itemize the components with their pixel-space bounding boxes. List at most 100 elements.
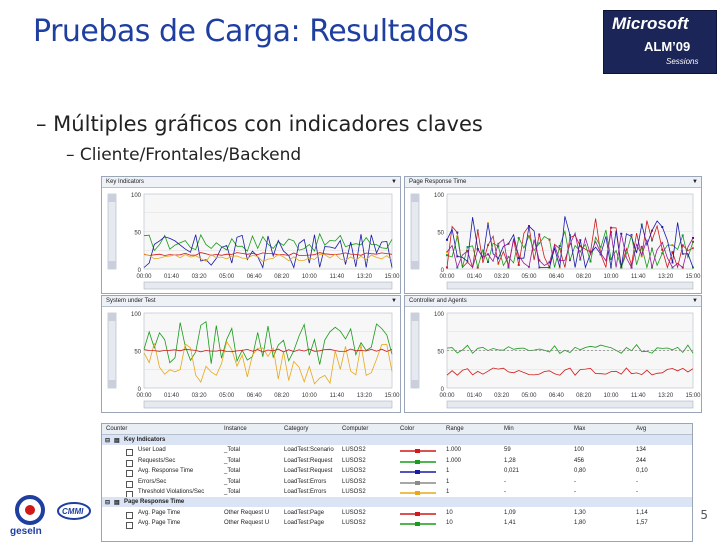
panel-title: System under Test: [106, 298, 156, 304]
zoom-handle-top[interactable]: [411, 194, 419, 202]
x-tick-label: 11:40: [330, 274, 345, 280]
table-row[interactable]: Avg. Page Time Other Request U LoadTest:Pa…: [102, 518, 692, 530]
cmmi-logo: CMMI: [57, 502, 91, 520]
vertical-zoom-bar[interactable]: [107, 312, 117, 389]
grid-header: Counter Instance Category Computer Color…: [102, 424, 692, 435]
collapse-icon[interactable]: ⊟: [105, 438, 111, 444]
row-checkbox[interactable]: [126, 470, 133, 478]
data-point: [692, 240, 694, 243]
cell-range: 1: [446, 489, 450, 495]
cell-min: -: [504, 489, 506, 495]
vertical-zoom-bar[interactable]: [107, 193, 117, 270]
y-tick-label: 0: [138, 387, 142, 393]
cell-instance: _Total: [224, 447, 241, 454]
col-max[interactable]: Max: [574, 426, 586, 432]
y-tick-label: 50: [437, 350, 444, 356]
row-checkbox[interactable]: [126, 449, 133, 457]
row-checkbox[interactable]: [126, 459, 133, 467]
vertical-zoom-bar[interactable]: [410, 312, 420, 389]
cmmi-logo-text: CMMI: [62, 507, 84, 516]
table-row[interactable]: Threshold Violations/Sec _Total LoadTest:E…: [102, 487, 692, 498]
table-row[interactable]: Requests/Sec _Total LoadTest:Request LUSOS2…: [102, 456, 692, 467]
panel-header[interactable]: Key Indicators ▼: [102, 177, 400, 188]
panel-header[interactable]: Controller and Agents ▼: [405, 296, 701, 307]
cell-avg: 1,57: [636, 520, 648, 527]
cell-instance: _Total: [224, 489, 241, 495]
grid-group-row[interactable]: ⊟ ▤ Page Response Time: [102, 497, 692, 508]
table-row[interactable]: Avg. Response Time _Total LoadTest:Request…: [102, 466, 692, 478]
panel-header[interactable]: System under Test ▼: [102, 296, 400, 307]
x-tick-label: 11:40: [631, 393, 646, 399]
zoom-handle-bottom[interactable]: [411, 380, 419, 388]
col-color[interactable]: Color: [400, 426, 415, 432]
data-point: [692, 247, 694, 250]
gesein-logo: geseIn: [10, 495, 45, 537]
zoom-handle-bottom[interactable]: [108, 380, 116, 388]
chart-panel-page-response-time: Page Response Time ▼ 100 50 0 00:00 01:40 03:2…: [404, 176, 702, 294]
cell-instance: _Total: [224, 478, 241, 485]
cell-min: 1,28: [504, 457, 516, 464]
dropdown-arrow-icon[interactable]: ▼: [692, 179, 698, 185]
cell-max: 456: [574, 457, 585, 464]
cell-max: 100: [574, 447, 585, 454]
x-tick-label: 01:40: [164, 274, 180, 280]
cell-max: -: [574, 489, 576, 495]
x-tick-label: 13:20: [357, 274, 373, 280]
col-min[interactable]: Min: [504, 426, 514, 432]
y-tick-label: 100: [131, 193, 142, 199]
horizontal-scrollbar[interactable]: [143, 400, 393, 409]
cell-min: 59: [504, 447, 511, 454]
row-checkbox[interactable]: [126, 480, 133, 488]
x-tick-label: 00:00: [136, 393, 152, 399]
cell-category: LoadTest:Scenario: [284, 447, 334, 454]
chart-page-response-time: 100 50 000:00 01:40 03:20 05:00 06:40 08:20 10:0…: [410, 193, 701, 290]
cell-avg: 0,10: [636, 468, 648, 475]
x-tick-label: 06:40: [247, 274, 263, 280]
x-tick-label: 06:40: [549, 393, 565, 399]
table-row[interactable]: Avg. Page Time Other Request U LoadTest:Pa…: [102, 508, 692, 519]
horizontal-scrollbar[interactable]: [446, 281, 694, 290]
y-tick-label: 0: [441, 387, 445, 393]
dropdown-arrow-icon[interactable]: ▼: [692, 298, 698, 304]
cell-range: 1: [446, 478, 450, 485]
zoom-handle-top[interactable]: [411, 313, 419, 321]
zoom-handle-bottom[interactable]: [108, 261, 116, 269]
group-label: Key Indicators: [124, 437, 166, 443]
zoom-handle-bottom[interactable]: [411, 261, 419, 269]
col-avg[interactable]: Avg: [636, 426, 647, 432]
col-range[interactable]: Range: [446, 426, 464, 432]
chart-panel-key-indicators: Key Indicators ▼ 100 50 0 00:00 01:40 03:20 05:…: [101, 176, 401, 294]
panel-header[interactable]: Page Response Time ▼: [405, 177, 701, 188]
cell-max: 1,30: [574, 509, 586, 516]
cell-min: 1,41: [504, 520, 516, 527]
logo-line1: Microsoft: [612, 14, 689, 33]
horizontal-scrollbar[interactable]: [143, 281, 393, 290]
series-line: [143, 232, 393, 252]
x-tick-label: 15:00: [384, 393, 400, 399]
x-tick-label: 05:00: [521, 393, 537, 399]
dropdown-arrow-icon[interactable]: ▼: [391, 179, 397, 185]
col-instance[interactable]: Instance: [224, 426, 247, 432]
cell-computer: LUSOS2: [342, 509, 366, 516]
col-counter[interactable]: Counter: [106, 426, 128, 432]
zoom-handle-top[interactable]: [108, 194, 116, 202]
col-computer[interactable]: Computer: [342, 426, 369, 432]
cell-counter: Avg. Page Time: [138, 509, 181, 516]
series-line: [143, 252, 393, 256]
row-checkbox[interactable]: [126, 511, 133, 519]
x-tick-label: 01:40: [467, 274, 483, 280]
x-tick-label: 10:00: [603, 274, 619, 280]
panel-title: Key Indicators: [106, 179, 145, 185]
row-checkbox[interactable]: [126, 522, 133, 530]
horizontal-scrollbar[interactable]: [446, 400, 694, 409]
dropdown-arrow-icon[interactable]: ▼: [391, 298, 397, 304]
zoom-handle-top[interactable]: [108, 313, 116, 321]
table-row[interactable]: User Load _Total LoadTest:Scenario LUSOS2 1.…: [102, 445, 692, 457]
table-row[interactable]: Errors/Sec _Total LoadTest:Errors LUSOS2 1 - -…: [102, 477, 692, 488]
color-swatch: [400, 480, 436, 485]
x-tick-label: 10:00: [603, 393, 619, 399]
col-category[interactable]: Category: [284, 426, 309, 432]
grid-group-row[interactable]: ⊟ ▤ Key Indicators: [102, 435, 692, 445]
vertical-zoom-bar[interactable]: [410, 193, 420, 270]
collapse-icon[interactable]: ⊟: [105, 500, 111, 507]
